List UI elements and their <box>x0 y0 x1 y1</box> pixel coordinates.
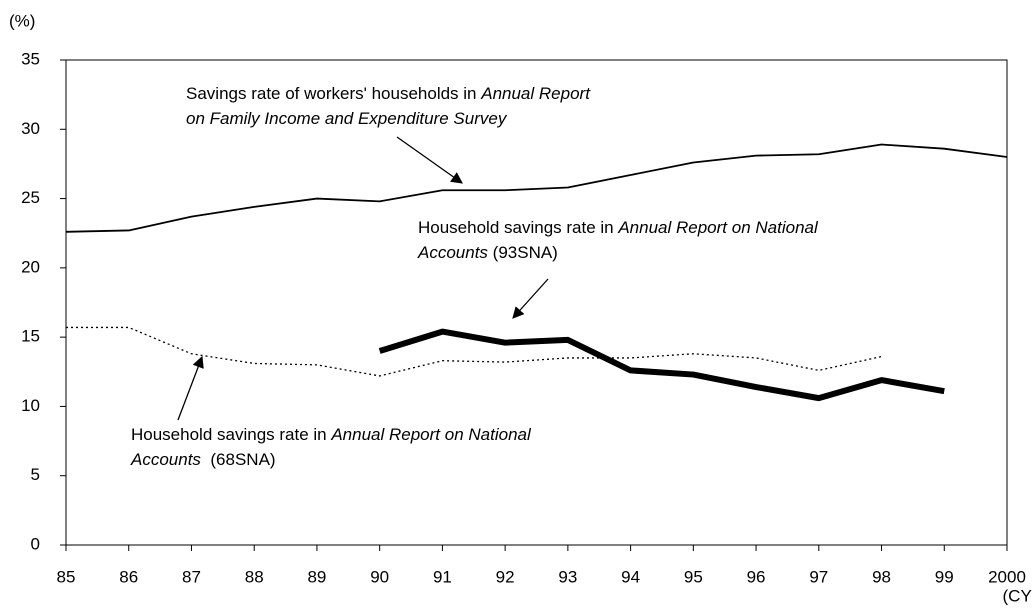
x-tick-label: 92 <box>496 567 515 586</box>
annotation: Accounts (93SNA) <box>417 243 558 262</box>
y-tick-label: 35 <box>21 49 40 68</box>
x-tick-label: 94 <box>621 567 640 586</box>
annotation-part: on Family Income and Expenditure Survey <box>186 109 508 128</box>
annotation: Savings rate of workers' households in A… <box>186 84 591 103</box>
x-tick-label: 91 <box>433 567 452 586</box>
y-tick-label: 5 <box>31 465 40 484</box>
x-tick-label: 97 <box>809 567 828 586</box>
x-tick-label: 89 <box>307 567 326 586</box>
annotation-part: Savings rate of workers' households in <box>186 84 481 103</box>
y-tick-label: 0 <box>31 534 40 553</box>
x-tick-label: 86 <box>119 567 138 586</box>
series-line <box>378 328 945 402</box>
annotation-part: Annual Report on National <box>330 425 532 444</box>
x-tick-label: 95 <box>684 567 703 586</box>
y-tick-label: 30 <box>21 119 40 138</box>
y-tick-label: 20 <box>21 257 40 276</box>
annotation: Household savings rate in Annual Report … <box>131 425 532 444</box>
annotation-part: Annual Report <box>480 84 591 103</box>
x-tick-label: 98 <box>872 567 891 586</box>
arrow <box>512 278 549 319</box>
annotation-part: Accounts <box>417 243 488 262</box>
annotation-part: (93SNA) <box>488 243 558 262</box>
annotation-part: Annual Report on National <box>617 218 819 237</box>
y-tick-label: 25 <box>21 188 40 207</box>
arrow <box>177 355 204 421</box>
x-tick-label: 2000 <box>988 567 1026 586</box>
annotation: Accounts (68SNA) <box>130 450 276 469</box>
arrow <box>396 136 463 184</box>
x-tick-label: 96 <box>747 567 766 586</box>
arrows <box>177 136 549 421</box>
x-tick-label: 90 <box>370 567 389 586</box>
x-tick-label: 85 <box>57 567 76 586</box>
x-tick-label: 87 <box>182 567 201 586</box>
y-tick-label: 10 <box>21 396 40 415</box>
plot-frame <box>65 59 1008 546</box>
x-tick-label: 99 <box>935 567 954 586</box>
series-line <box>65 143 1008 233</box>
annotation-part: Household savings rate in <box>418 218 618 237</box>
annotation-part: (68SNA) <box>201 450 276 469</box>
y-tick-label: 15 <box>21 327 40 346</box>
x-axis-label: (CY) <box>1003 586 1032 605</box>
annotation-part: Household savings rate in <box>131 425 331 444</box>
annotation-part: Accounts <box>130 450 201 469</box>
x-tick-label: 93 <box>558 567 577 586</box>
series-line <box>66 326 882 377</box>
annotation: on Family Income and Expenditure Survey <box>186 109 508 128</box>
x-tick-label: 88 <box>245 567 264 586</box>
y-axis-label: (%) <box>9 11 35 30</box>
annotation: Household savings rate in Annual Report … <box>418 218 819 237</box>
